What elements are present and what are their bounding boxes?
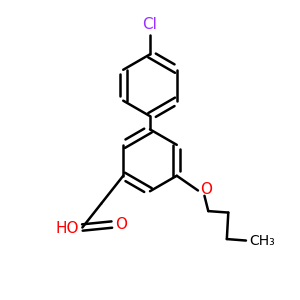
Text: Cl: Cl (142, 16, 158, 32)
Text: CH₃: CH₃ (249, 234, 275, 248)
Text: O: O (200, 182, 212, 197)
Text: O: O (115, 217, 127, 232)
Text: HO: HO (55, 220, 79, 236)
